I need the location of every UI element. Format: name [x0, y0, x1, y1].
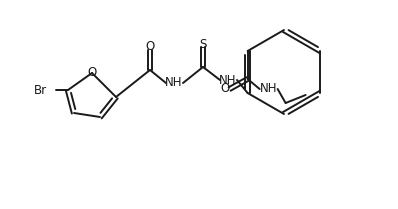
Text: Br: Br [33, 84, 47, 97]
Text: S: S [199, 37, 207, 51]
Text: O: O [220, 83, 229, 96]
Text: NH: NH [260, 83, 277, 96]
Text: NH: NH [219, 74, 237, 87]
Text: O: O [145, 41, 155, 54]
Text: O: O [88, 66, 97, 79]
Text: NH: NH [165, 76, 183, 89]
